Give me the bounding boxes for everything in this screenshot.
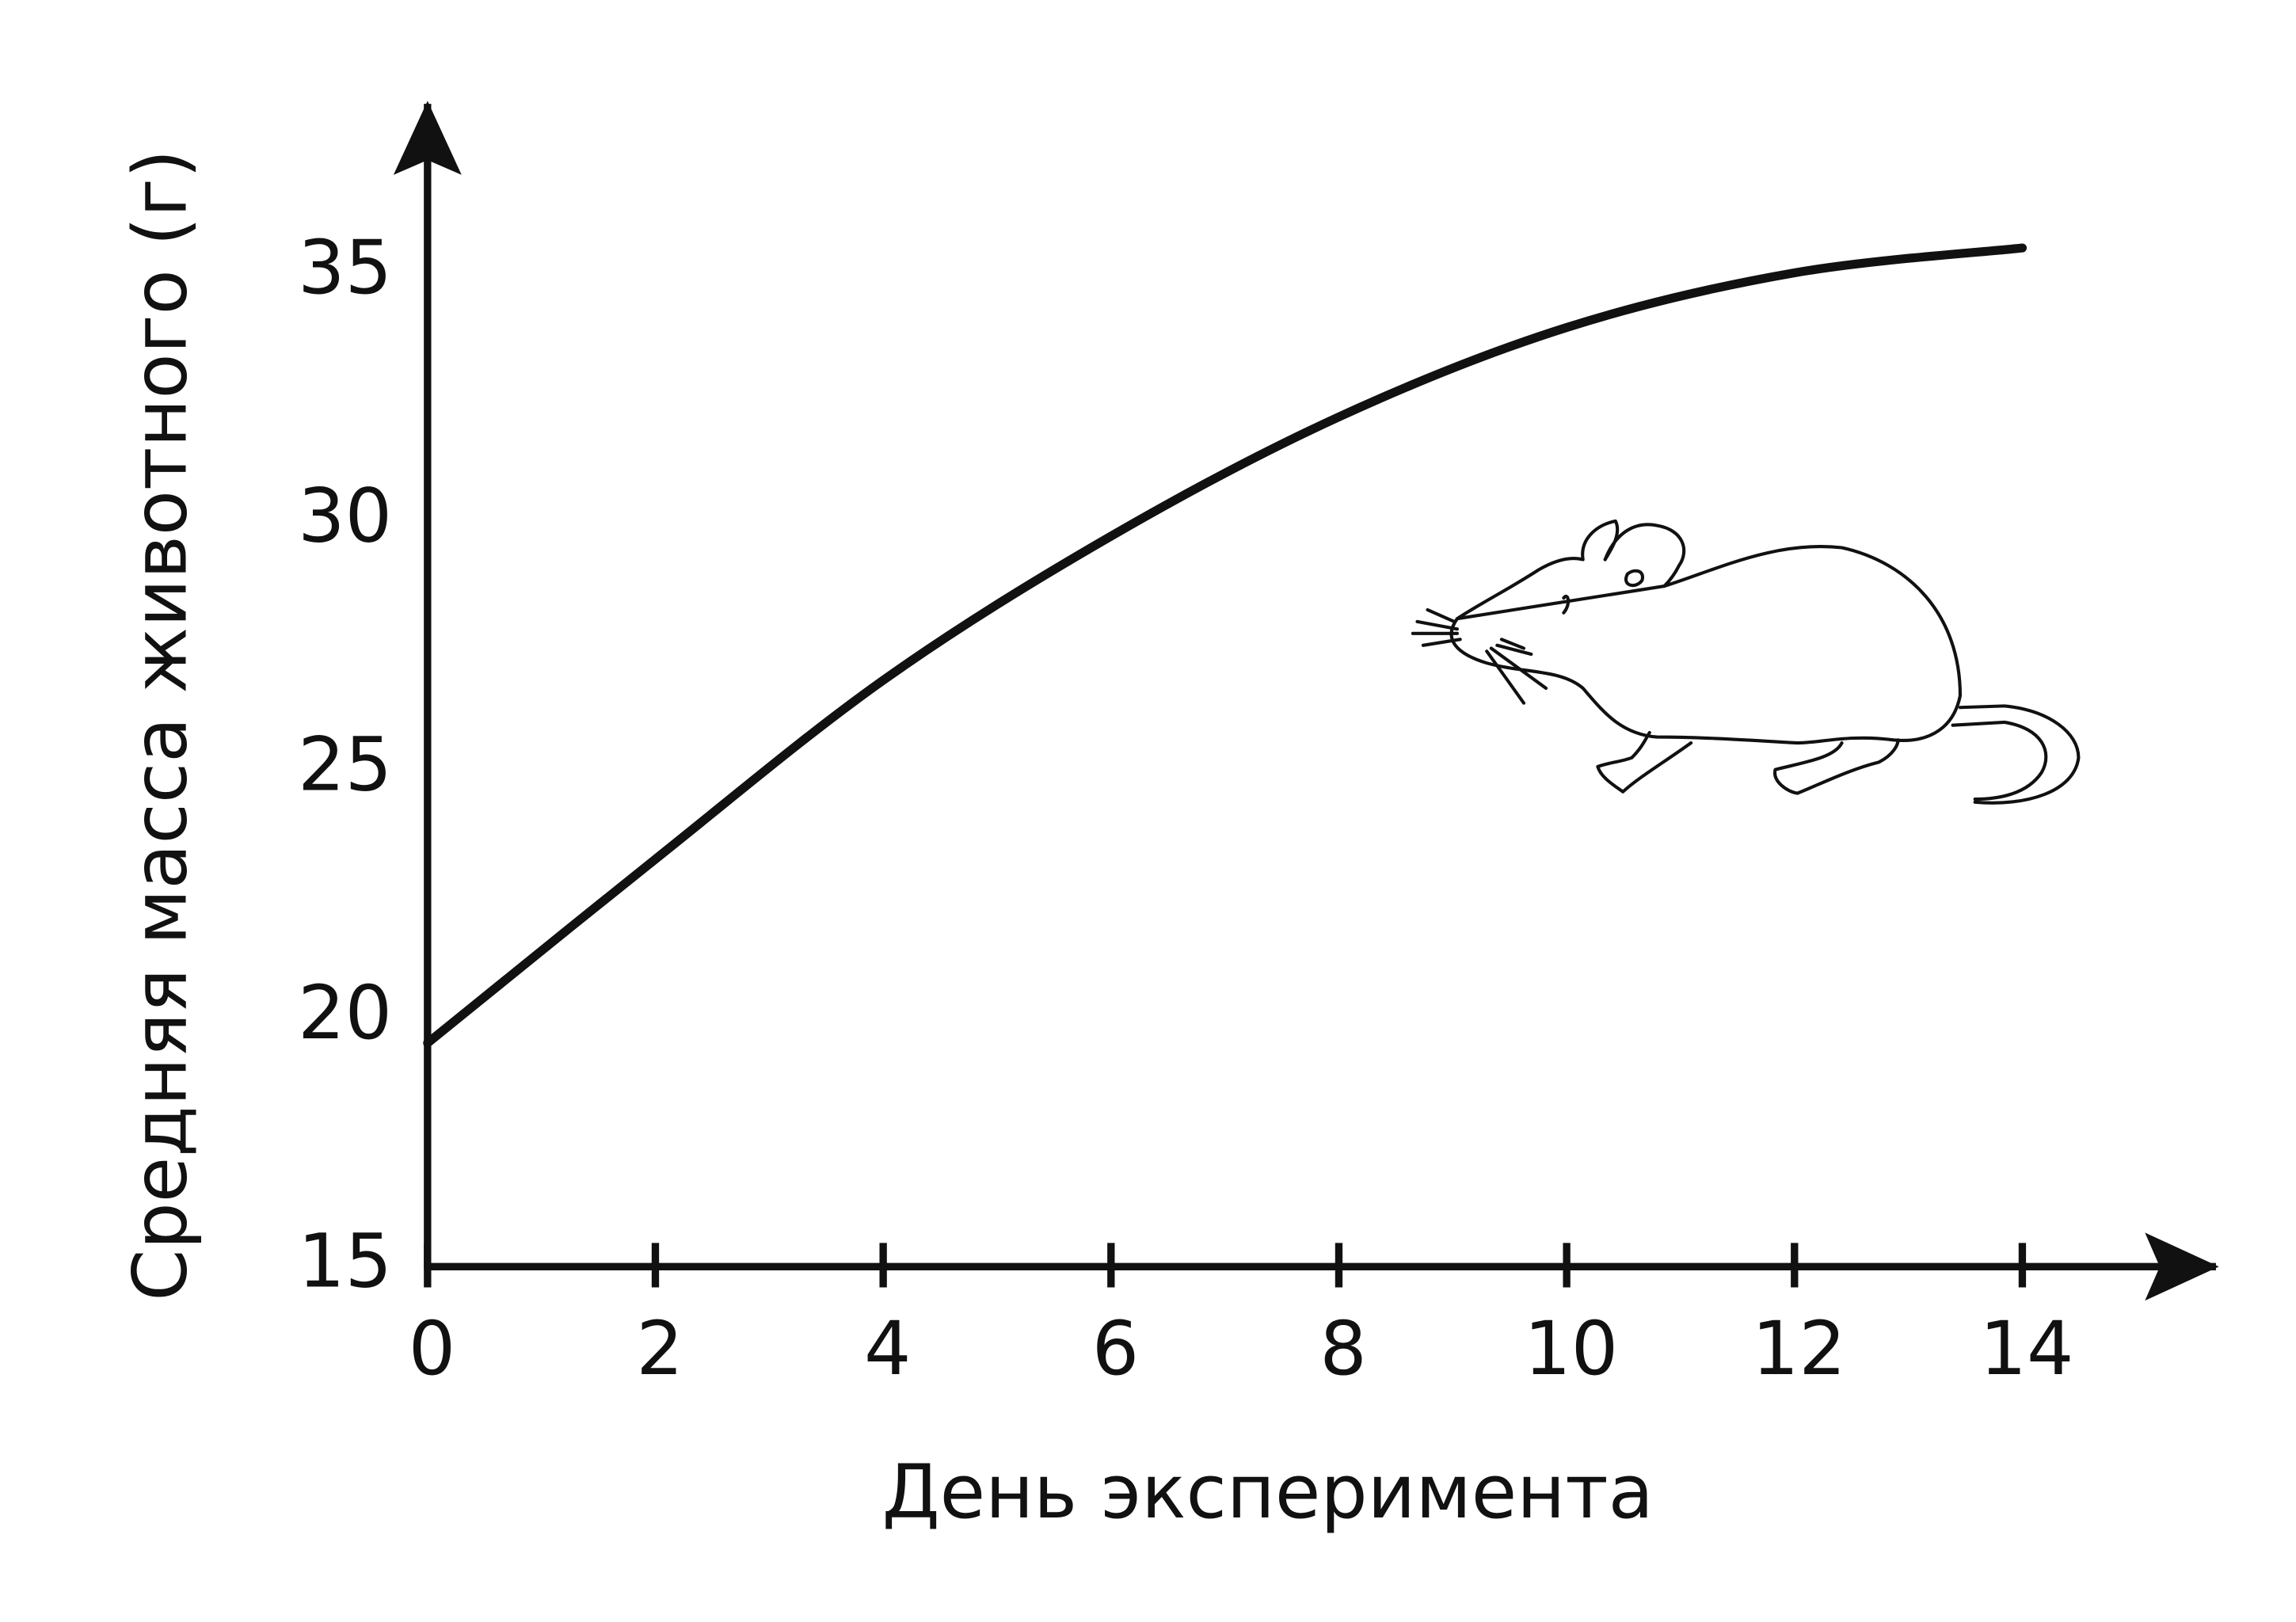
- y-tick-label: 20: [298, 970, 392, 1057]
- x-tick-label: 14: [1980, 1306, 2074, 1392]
- x-tick-label: 2: [636, 1306, 683, 1392]
- x-tick-label: 10: [1524, 1306, 1618, 1392]
- x-axis-label: День эксперимента: [882, 1449, 1654, 1536]
- y-tick-label: 15: [298, 1219, 392, 1305]
- data-line: [423, 243, 2028, 1048]
- x-tick-label: 6: [1092, 1306, 1139, 1392]
- x-tick-label: 12: [1752, 1306, 1846, 1392]
- mouse-illustration: [1411, 519, 2081, 805]
- x-tick-label: 0: [409, 1306, 455, 1392]
- y-tick-label: 25: [298, 722, 392, 808]
- y-tick-label: 30: [298, 474, 392, 560]
- y-axis-label: Средняя масса животного (г): [118, 150, 204, 1301]
- y-tick-label: 35: [298, 225, 392, 311]
- x-tick-label: 8: [1319, 1306, 1366, 1392]
- x-tick-label: 4: [864, 1306, 911, 1392]
